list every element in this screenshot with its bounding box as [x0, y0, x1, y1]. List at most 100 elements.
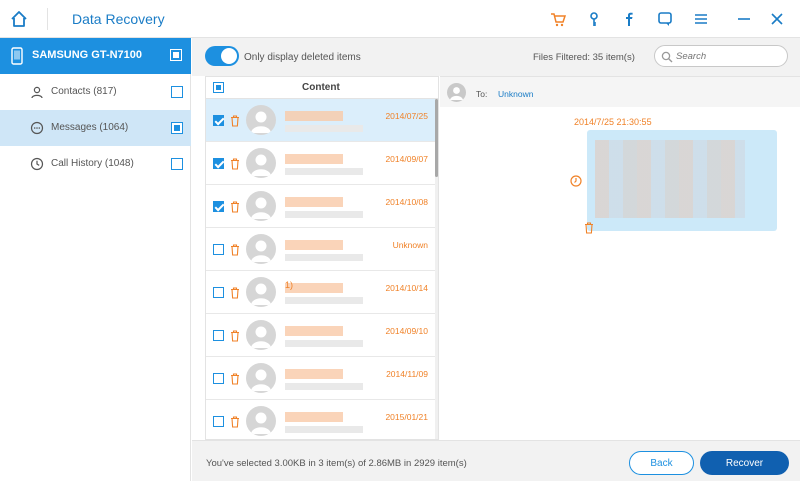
- contact-name-blurred: [285, 326, 343, 336]
- message-date: 2014/09/07: [385, 154, 428, 164]
- deleted-only-toggle[interactable]: [205, 46, 239, 66]
- device-item[interactable]: SAMSUNG GT-N7100: [0, 38, 191, 74]
- deleted-trash-icon: [230, 329, 240, 342]
- files-filtered-count: Files Filtered: 35 item(s): [533, 52, 635, 63]
- contact-avatar: [246, 105, 276, 135]
- deleted-trash-icon: [230, 286, 240, 299]
- contact-name-blurred: [285, 283, 343, 293]
- feedback-icon[interactable]: [655, 9, 675, 29]
- message-bubble: [587, 130, 777, 231]
- message-preview-blurred: [285, 426, 363, 433]
- message-content-blurred: [595, 140, 745, 218]
- call-history-icon: [30, 157, 44, 171]
- message-preview-blurred: [285, 383, 363, 390]
- message-date: 2014/09/10: [385, 326, 428, 336]
- messages-icon: [30, 121, 44, 135]
- facebook-icon[interactable]: [619, 9, 639, 29]
- close-icon[interactable]: [767, 9, 787, 29]
- device-checkbox[interactable]: [170, 49, 182, 61]
- message-date: 2015/01/21: [385, 412, 428, 422]
- contact-avatar: [246, 191, 276, 221]
- phone-icon: [11, 47, 23, 65]
- row-checkbox[interactable]: [213, 115, 224, 126]
- sidebar-item-label: Contacts (817): [51, 86, 117, 97]
- message-preview-blurred: [285, 168, 363, 175]
- contact-avatar: [246, 277, 276, 307]
- row-checkbox[interactable]: [213, 330, 224, 341]
- filter-bar: Only display deleted items Files Filtere…: [192, 38, 800, 76]
- clock-icon: [570, 174, 582, 187]
- cart-icon[interactable]: [548, 9, 568, 29]
- search-box[interactable]: [654, 45, 788, 67]
- contact-name-blurred: [285, 154, 343, 164]
- search-input[interactable]: [676, 49, 780, 64]
- deleted-trash-icon: [230, 415, 240, 428]
- contact-avatar: [246, 406, 276, 436]
- deleted-trash-icon: [230, 243, 240, 256]
- message-date: 2014/11/09: [386, 369, 428, 379]
- row-checkbox[interactable]: [213, 244, 224, 255]
- select-all-checkbox[interactable]: [213, 82, 224, 93]
- message-preview-blurred: [285, 254, 363, 261]
- recover-button[interactable]: Recover: [700, 451, 789, 475]
- sidebar-item-label: Messages (1064): [51, 122, 129, 133]
- contact-avatar: [246, 363, 276, 393]
- list-item[interactable]: 2014/09/07: [206, 142, 438, 185]
- contact-name-blurred: [285, 240, 343, 250]
- sidebar-item-messages[interactable]: Messages (1064): [0, 110, 191, 146]
- key-icon[interactable]: [584, 9, 604, 29]
- scrollbar-track[interactable]: [435, 99, 438, 439]
- message-preview-blurred: [285, 211, 363, 218]
- messages-checkbox[interactable]: [171, 122, 183, 134]
- message-date: Unknown: [392, 240, 428, 250]
- message-preview-blurred: [285, 125, 363, 132]
- sidebar-item-call-history[interactable]: Call History (1048): [0, 146, 191, 182]
- contact-name-blurred: [285, 412, 343, 422]
- title-bar: Data Recovery: [0, 0, 800, 38]
- to-label: To:: [476, 89, 488, 99]
- title-separator: [47, 8, 48, 30]
- menu-icon[interactable]: [691, 9, 711, 29]
- toggle-label: Only display deleted items: [244, 52, 361, 63]
- list-item[interactable]: 2014/09/10: [206, 314, 438, 357]
- deleted-trash-icon: [230, 372, 240, 385]
- contacts-checkbox[interactable]: [171, 86, 183, 98]
- contact-avatar: [246, 234, 276, 264]
- row-checkbox[interactable]: [213, 373, 224, 384]
- row-checkbox[interactable]: [213, 287, 224, 298]
- recipient-avatar: [447, 83, 466, 102]
- row-checkbox[interactable]: [213, 201, 224, 212]
- contact-name: 1): [285, 280, 294, 290]
- list-item[interactable]: 2014/07/25: [206, 99, 438, 142]
- message-list: Content 2014/07/25 2014/09/07 2014/10/08 Un…: [205, 76, 439, 440]
- scrollbar-thumb[interactable]: [435, 99, 438, 177]
- sidebar-item-contacts[interactable]: Contacts (817): [0, 74, 191, 110]
- search-icon: [661, 50, 673, 63]
- content-column-header: Content: [302, 82, 340, 93]
- deleted-trash-icon: [230, 200, 240, 213]
- message-date: 2014/10/08: [385, 197, 428, 207]
- contact-avatar: [246, 148, 276, 178]
- recipient-name: Unknown: [498, 89, 534, 99]
- back-button[interactable]: Back: [629, 451, 694, 475]
- contact-name-blurred: [285, 197, 343, 207]
- home-icon[interactable]: [8, 8, 30, 30]
- call-history-checkbox[interactable]: [171, 158, 183, 170]
- row-checkbox[interactable]: [213, 158, 224, 169]
- list-item[interactable]: 2014/11/09: [206, 357, 438, 400]
- row-checkbox[interactable]: [213, 416, 224, 427]
- message-date: 2014/07/25: [385, 111, 428, 121]
- deleted-trash-icon: [230, 114, 240, 127]
- list-item[interactable]: 1) 2014/10/14: [206, 271, 438, 314]
- list-item[interactable]: Unknown: [206, 228, 438, 271]
- message-timestamp: 2014/7/25 21:30:55: [574, 117, 652, 127]
- detail-header: To: Unknown: [440, 77, 800, 107]
- list-item[interactable]: 2015/01/21: [206, 400, 438, 439]
- message-detail: To: Unknown 2014/7/25 21:30:55: [440, 76, 800, 440]
- minimize-icon[interactable]: [734, 9, 754, 29]
- message-preview-blurred: [285, 297, 363, 304]
- sidebar-item-label: Call History (1048): [51, 158, 134, 169]
- list-item[interactable]: 2014/10/08: [206, 185, 438, 228]
- message-preview-blurred: [285, 340, 363, 347]
- deleted-trash-icon: [584, 221, 594, 234]
